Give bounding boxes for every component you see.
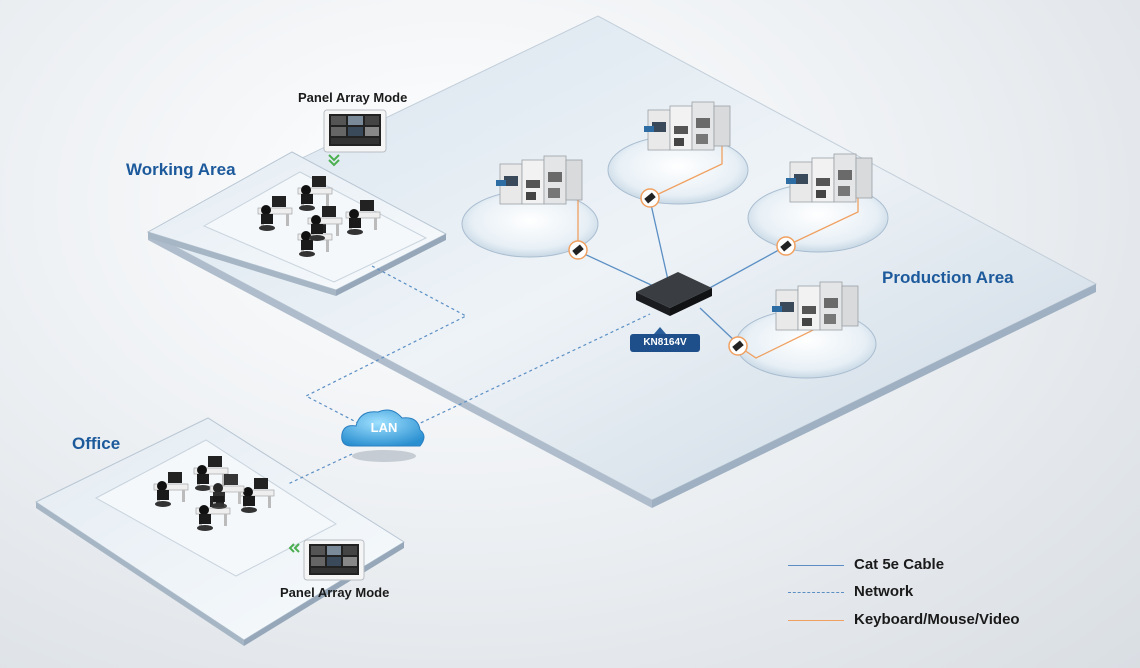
adapter-1 (568, 240, 588, 260)
legend-network-label: Network (854, 583, 914, 600)
network-lines (287, 265, 651, 485)
panel-array-monitor-bottom (288, 539, 365, 581)
panel-array-monitor-top (323, 109, 387, 167)
legend-network-line (788, 592, 844, 593)
working-area-label: Working Area (126, 160, 236, 179)
adapter-2 (640, 188, 660, 208)
panel-array-mode-label-bottom: Panel Array Mode (280, 585, 390, 600)
production-area-label: Production Area (882, 268, 1014, 287)
legend-cat5e-line (788, 565, 844, 566)
legend-cat5e-label: Cat 5e Cable (854, 556, 945, 573)
cat5e-cables (579, 199, 787, 345)
kvm-adapters (568, 188, 796, 356)
legend-kvm-label: Keyboard/Mouse/Video (854, 611, 1020, 628)
lan-cloud-icon (341, 409, 425, 462)
legend-kvm-line (788, 620, 844, 621)
office-label: Office (72, 434, 121, 453)
kvm-switch-label: KN8164V (643, 337, 687, 348)
adapter-4 (728, 336, 748, 356)
lan-label: LAN (370, 420, 398, 435)
adapter-3 (776, 236, 796, 256)
panel-array-mode-label-top: Panel Array Mode (298, 90, 408, 105)
kvm-switch (630, 272, 712, 352)
